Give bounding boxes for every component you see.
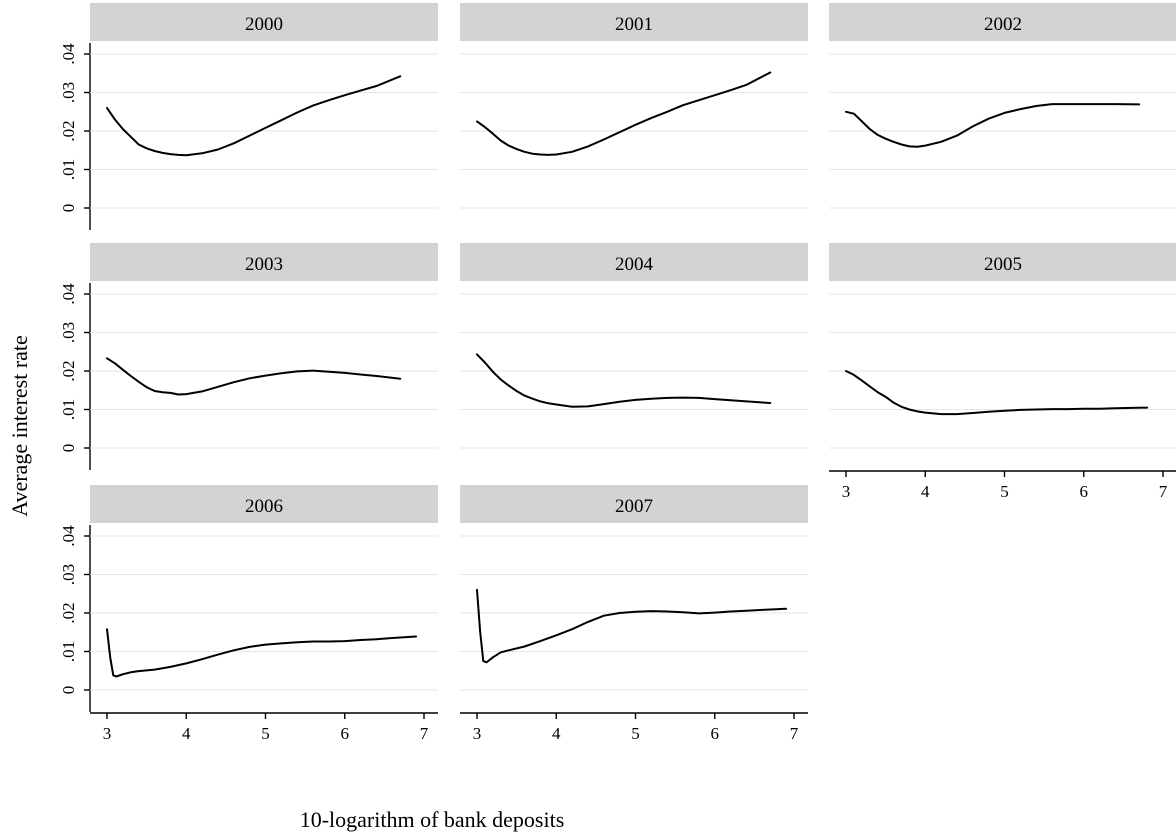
x-tick-label: 6 bbox=[711, 724, 720, 743]
series-line-2002 bbox=[845, 103, 1141, 148]
panel-2003: 2003 0 .01 .02 .03 .04 bbox=[59, 243, 438, 470]
x-tick-label: 7 bbox=[1159, 482, 1168, 501]
panel-title: 2007 bbox=[615, 496, 653, 517]
y-tick-label: .01 bbox=[59, 159, 78, 180]
panel-title: 2004 bbox=[615, 254, 654, 275]
panel-title: 2002 bbox=[984, 14, 1022, 35]
series-line-2001 bbox=[476, 71, 772, 156]
panel-strip bbox=[829, 243, 1176, 281]
y-tick-label: .04 bbox=[59, 283, 78, 305]
panel-title: 2003 bbox=[245, 254, 283, 275]
x-tick-label: 5 bbox=[631, 724, 640, 743]
x-tick-label: 6 bbox=[1080, 482, 1089, 501]
panel-strip bbox=[829, 3, 1176, 41]
y-axis-label: Average interest rate bbox=[7, 335, 32, 517]
y-tick-label: .03 bbox=[59, 564, 78, 585]
panel-title: 2000 bbox=[245, 14, 283, 35]
x-tick-label: 6 bbox=[341, 724, 350, 743]
panel-2004: 2004 bbox=[460, 243, 808, 449]
series-line-2000 bbox=[106, 75, 402, 157]
y-tick-label: .01 bbox=[59, 399, 78, 420]
panel-2001: 2001 bbox=[460, 3, 808, 209]
y-tick-label: .04 bbox=[59, 43, 78, 65]
y-tick-label: 0 bbox=[59, 204, 78, 213]
panel-2000: 2000 0 .01 .02 .03 .04 bbox=[59, 3, 438, 230]
panel-2007: 2007 3 4 5 6 7 bbox=[460, 485, 808, 743]
x-tick-label: 3 bbox=[473, 724, 482, 743]
x-tick-label: 4 bbox=[921, 482, 930, 501]
panel-2005: 2005 3 4 5 6 7 bbox=[829, 243, 1176, 501]
panel-2006: 2006 0 .01 .02 .03 .04 3 4 5 6 7 bbox=[59, 485, 438, 743]
x-tick-label: 3 bbox=[103, 724, 112, 743]
x-tick-label: 7 bbox=[420, 724, 429, 743]
series-line-2004 bbox=[476, 353, 772, 408]
y-tick-label: .03 bbox=[59, 82, 78, 103]
panel-title: 2006 bbox=[245, 496, 283, 517]
y-tick-label: 0 bbox=[59, 686, 78, 695]
series-line-2007 bbox=[476, 588, 788, 664]
series-line-2003 bbox=[106, 357, 402, 396]
y-tick-label: .02 bbox=[59, 360, 78, 381]
y-tick-label: .02 bbox=[59, 602, 78, 623]
x-tick-label: 4 bbox=[552, 724, 561, 743]
x-tick-label: 4 bbox=[182, 724, 191, 743]
panel-title: 2001 bbox=[615, 14, 653, 35]
x-axis-label: 10-logarithm of bank deposits bbox=[300, 807, 565, 832]
y-tick-label: 0 bbox=[59, 444, 78, 453]
panel-strip bbox=[460, 243, 808, 281]
x-tick-label: 3 bbox=[842, 482, 851, 501]
panel-2002: 2002 bbox=[829, 3, 1176, 209]
panel-strip bbox=[90, 243, 438, 281]
panel-title: 2005 bbox=[984, 254, 1022, 275]
x-tick-label: 7 bbox=[790, 724, 799, 743]
y-tick-label: .03 bbox=[59, 322, 78, 343]
y-tick-label: .04 bbox=[59, 525, 78, 547]
panel-strip bbox=[460, 485, 808, 523]
series-line-2005 bbox=[845, 370, 1149, 416]
x-tick-label: 5 bbox=[1000, 482, 1009, 501]
x-tick-label: 5 bbox=[261, 724, 270, 743]
series-line-2006 bbox=[106, 628, 418, 678]
panel-strip bbox=[90, 3, 438, 41]
y-tick-label: .01 bbox=[59, 641, 78, 662]
y-tick-label: .02 bbox=[59, 120, 78, 141]
panel-strip bbox=[90, 485, 438, 523]
panel-strip bbox=[460, 3, 808, 41]
